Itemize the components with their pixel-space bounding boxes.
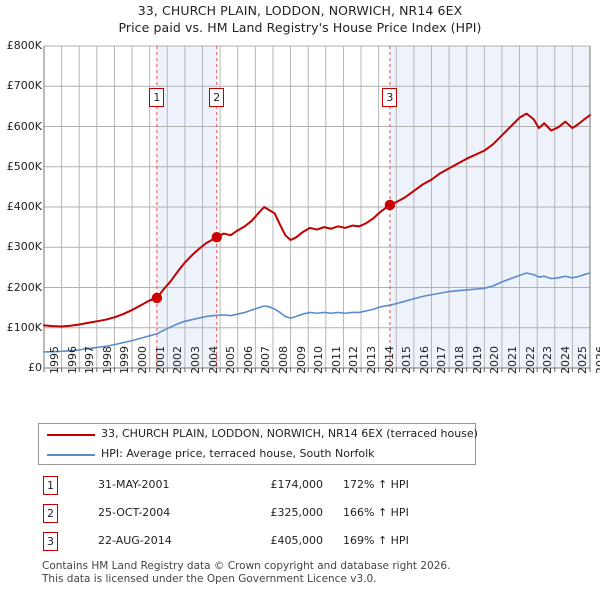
transaction-price: £405,000 [270, 534, 324, 547]
footer-attribution: Contains HM Land Registry data © Crown c… [42, 560, 582, 586]
footer-line-licence: This data is licensed under the Open Gov… [42, 573, 377, 585]
table-row[interactable]: 2 25-OCT-2004 £325,000 166% ↑ HPI [38, 501, 468, 529]
xtick-label-2012: 2012 [347, 346, 361, 374]
xtick-label-2026: 2026 [594, 346, 600, 374]
xtick-label-2019: 2019 [470, 346, 484, 374]
xtick-label-2000: 2000 [136, 346, 150, 374]
title-line-address: 33, CHURCH PLAIN, LODDON, NORWICH, NR14 … [137, 3, 463, 18]
xtick-label-2025: 2025 [576, 346, 590, 374]
ytick-label-500000: £500K [6, 159, 42, 173]
legend-label-2: HPI: Average price, terraced house, Sout… [101, 447, 375, 460]
xtick-label-2011: 2011 [329, 346, 343, 374]
xtick-label-2020: 2020 [488, 346, 502, 374]
legend-swatch-1 [47, 434, 95, 436]
transaction-price: £174,000 [270, 478, 324, 491]
xtick-label-2001: 2001 [153, 346, 167, 374]
transaction-hpi-delta: 169% ↑ HPI [343, 534, 409, 547]
series-line-hpi [43, 272, 591, 353]
xtick-label-2016: 2016 [417, 346, 431, 374]
xtick-label-2015: 2015 [400, 346, 414, 374]
ytick-label-200000: £200K [6, 280, 42, 294]
xtick-label-2006: 2006 [241, 346, 255, 374]
transaction-hpi-delta: 166% ↑ HPI [343, 506, 409, 519]
xtick-label-2004: 2004 [206, 346, 220, 374]
xtick-label-2014: 2014 [382, 346, 396, 374]
xtick-label-2003: 2003 [188, 346, 202, 374]
ytick-label-800000: £800K [6, 39, 42, 52]
xtick-label-1995: 1995 [48, 346, 61, 374]
transaction-date: 25-OCT-2004 [98, 506, 171, 519]
xtick-label-2002: 2002 [171, 346, 185, 374]
transaction-date: 22-AUG-2014 [98, 534, 172, 547]
sale-point-2[interactable] [211, 231, 222, 243]
chart-marker-flag-3[interactable]: 3 [382, 88, 398, 107]
xtick-label-2021: 2021 [505, 346, 519, 374]
xtick-label-2023: 2023 [541, 346, 555, 374]
ytick-label-400000: £400K [6, 200, 42, 213]
xtick-label-1997: 1997 [83, 346, 97, 374]
table-row[interactable]: 3 22-AUG-2014 £405,000 169% ↑ HPI [38, 529, 468, 557]
xtick-label-2013: 2013 [365, 346, 379, 374]
transaction-hpi-delta: 172% ↑ HPI [343, 478, 409, 491]
transaction-badge-3: 3 [43, 532, 58, 551]
transactions-table: 1 31-MAY-2001 £174,000 172% ↑ HPI 2 25-OCT-20… [38, 473, 468, 557]
xtick-label-1998: 1998 [100, 346, 114, 374]
ytick-label-700000: £700K [6, 79, 42, 93]
ytick-label-100000: £100K [6, 320, 42, 334]
xtick-label-2008: 2008 [276, 346, 290, 374]
ytick-label-600000: £600K [6, 119, 42, 133]
chart-marker-flag-2[interactable]: 2 [209, 88, 225, 107]
ytick-label-0: £0 [28, 361, 42, 374]
chart-marker-flag-1[interactable]: 1 [149, 88, 165, 107]
footer-line-copyright: Contains HM Land Registry data © Crown c… [42, 560, 451, 572]
sale-point-1[interactable] [151, 292, 163, 304]
transaction-badge-2: 2 [43, 504, 58, 523]
legend-label-1: 33, CHURCH PLAIN, LODDON, NORWICH, NR14 … [101, 427, 478, 440]
table-row[interactable]: 1 31-MAY-2001 £174,000 172% ↑ HPI [38, 473, 468, 501]
chart-legend: 33, CHURCH PLAIN, LODDON, NORWICH, NR14 … [38, 423, 478, 466]
chart-canvas: £0 £100K £200K £300K £400K £500K £600K £700K £80… [6, 39, 600, 374]
page-title: 33, CHURCH PLAIN, LODDON, NORWICH, NR14 … [0, 2, 600, 36]
transaction-badge-1: 1 [43, 476, 58, 495]
transaction-date: 31-MAY-2001 [98, 478, 170, 491]
xtick-label-1996: 1996 [65, 346, 79, 374]
xtick-label-2022: 2022 [523, 346, 537, 374]
xtick-label-1999: 1999 [118, 346, 132, 374]
xtick-label-2018: 2018 [453, 346, 467, 374]
xtick-label-2024: 2024 [558, 346, 572, 374]
title-line-subtitle: Price paid vs. HM Land Registry's House … [118, 20, 482, 35]
xtick-label-2010: 2010 [312, 346, 326, 374]
chart-svg [43, 45, 591, 372]
legend-item-1: 33, CHURCH PLAIN, LODDON, NORWICH, NR14 … [39, 425, 478, 446]
legend-item-2: HPI: Average price, terraced house, Sout… [39, 445, 475, 466]
xtick-label-2009: 2009 [294, 346, 308, 374]
transaction-price: £325,000 [270, 506, 324, 519]
xtick-label-2007: 2007 [259, 346, 273, 374]
xtick-label-2005: 2005 [224, 346, 238, 374]
ytick-label-300000: £300K [6, 240, 42, 254]
legend-swatch-2 [47, 454, 95, 456]
xtick-label-2017: 2017 [435, 346, 449, 374]
sale-point-3[interactable] [384, 199, 396, 211]
